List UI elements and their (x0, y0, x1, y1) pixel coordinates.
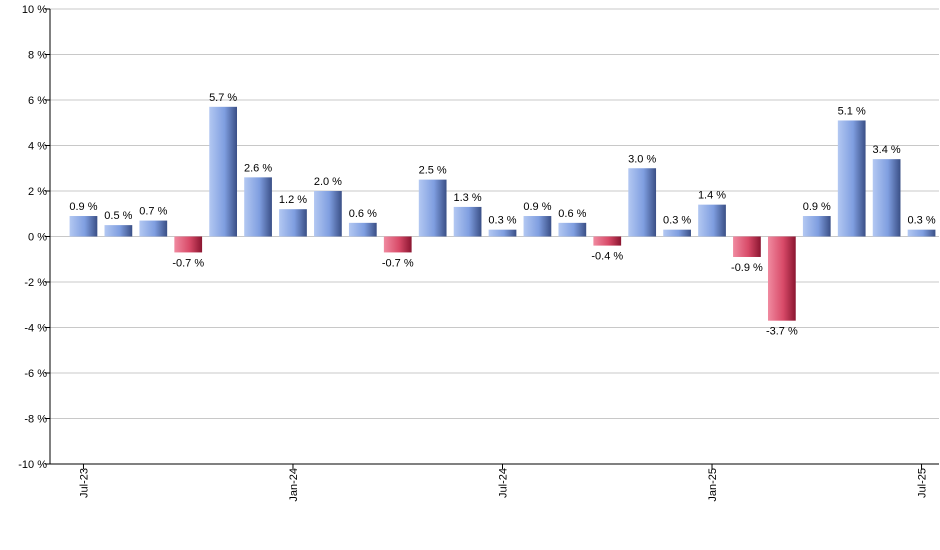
y-tick-label: -8 % (24, 414, 47, 426)
y-tick-label: -10 % (18, 459, 47, 471)
bars (69, 106, 936, 321)
data-label: 0.3 % (488, 215, 516, 227)
bar-Feb-25 (733, 236, 761, 257)
data-label: 5.7 % (209, 92, 237, 104)
x-tick-label: Jan-25 (707, 468, 719, 502)
data-label: 1.2 % (279, 194, 307, 206)
data-label: 2.5 % (419, 165, 447, 177)
data-label: 3.0 % (628, 153, 656, 165)
data-label: 0.9 % (803, 201, 831, 213)
y-tick-label: 0 % (28, 232, 47, 244)
bar-Oct-24 (593, 236, 622, 246)
bar-Jan-24 (279, 209, 307, 237)
bar-Dec-23 (244, 177, 272, 237)
bar-Mar-24 (348, 222, 377, 237)
bar-Aug-24 (523, 216, 552, 237)
bar-Mar-25 (767, 236, 796, 321)
data-labels: 0.9 % 0.5 % 0.7 % -0.7 % 5.7 % 2.6 % 1.2 % 2.0 … (69, 92, 935, 338)
y-tick-label: 6 % (28, 95, 47, 107)
bar-May-25 (837, 120, 866, 237)
bar-Jul-24 (488, 229, 517, 237)
data-label: 0.6 % (558, 208, 586, 220)
axes: 10 % 8 % 6 % 4 % 2 % 0 % -2 % -4 % -6 % -8 % -10 %… (18, 4, 939, 502)
x-tick-label: Jul-25 (917, 468, 929, 498)
data-label: 0.3 % (663, 215, 691, 227)
data-label: -0.4 % (591, 251, 623, 263)
data-label: 0.9 % (69, 201, 97, 213)
bar-Aug-23 (104, 225, 133, 237)
data-label: -0.7 % (172, 257, 204, 269)
data-label: 2.0 % (314, 176, 342, 188)
bar-Dec-24 (663, 229, 691, 237)
bar-Apr-24 (383, 236, 412, 253)
bar-Jan-25 (698, 204, 726, 237)
y-tick-label: 10 % (22, 4, 47, 16)
data-label: 0.7 % (139, 206, 167, 218)
data-label: 5.1 % (838, 105, 866, 117)
data-label: -0.9 % (731, 262, 763, 274)
y-tick-label: 8 % (28, 50, 47, 62)
data-label: 3.4 % (873, 144, 901, 156)
y-tick-label: -2 % (24, 277, 47, 289)
data-label: 2.6 % (244, 162, 272, 174)
bar-Jun-24 (453, 206, 482, 237)
bar-Sep-24 (558, 222, 587, 237)
bar-Apr-25 (802, 216, 831, 237)
x-tick-label: Jul-23 (78, 468, 90, 498)
bar-Oct-23 (174, 236, 203, 253)
data-label: -0.7 % (382, 257, 414, 269)
bar-May-24 (418, 179, 447, 237)
y-tick-label: 2 % (28, 186, 47, 198)
bar-Nov-23 (209, 106, 238, 237)
bar-Nov-24 (628, 168, 657, 237)
bar-Sep-23 (139, 220, 168, 237)
y-tick-label: -6 % (24, 368, 47, 380)
bar-Jun-25 (872, 159, 901, 237)
data-label: -3.7 % (766, 326, 798, 338)
data-label: 0.6 % (349, 208, 377, 220)
data-label: 1.3 % (454, 192, 482, 204)
data-label: 0.9 % (523, 201, 551, 213)
bar-Jul-23 (69, 216, 98, 237)
data-label: 0.5 % (104, 210, 132, 222)
y-tick-label: 4 % (28, 141, 47, 153)
bar-Jul-25 (907, 229, 936, 237)
data-label: 0.3 % (907, 215, 935, 227)
x-tick-label: Jan-24 (288, 468, 300, 502)
x-tick-label: Jul-24 (498, 468, 510, 498)
data-label: 1.4 % (698, 190, 726, 202)
bar-Feb-24 (314, 191, 342, 237)
y-tick-label: -4 % (24, 323, 47, 335)
